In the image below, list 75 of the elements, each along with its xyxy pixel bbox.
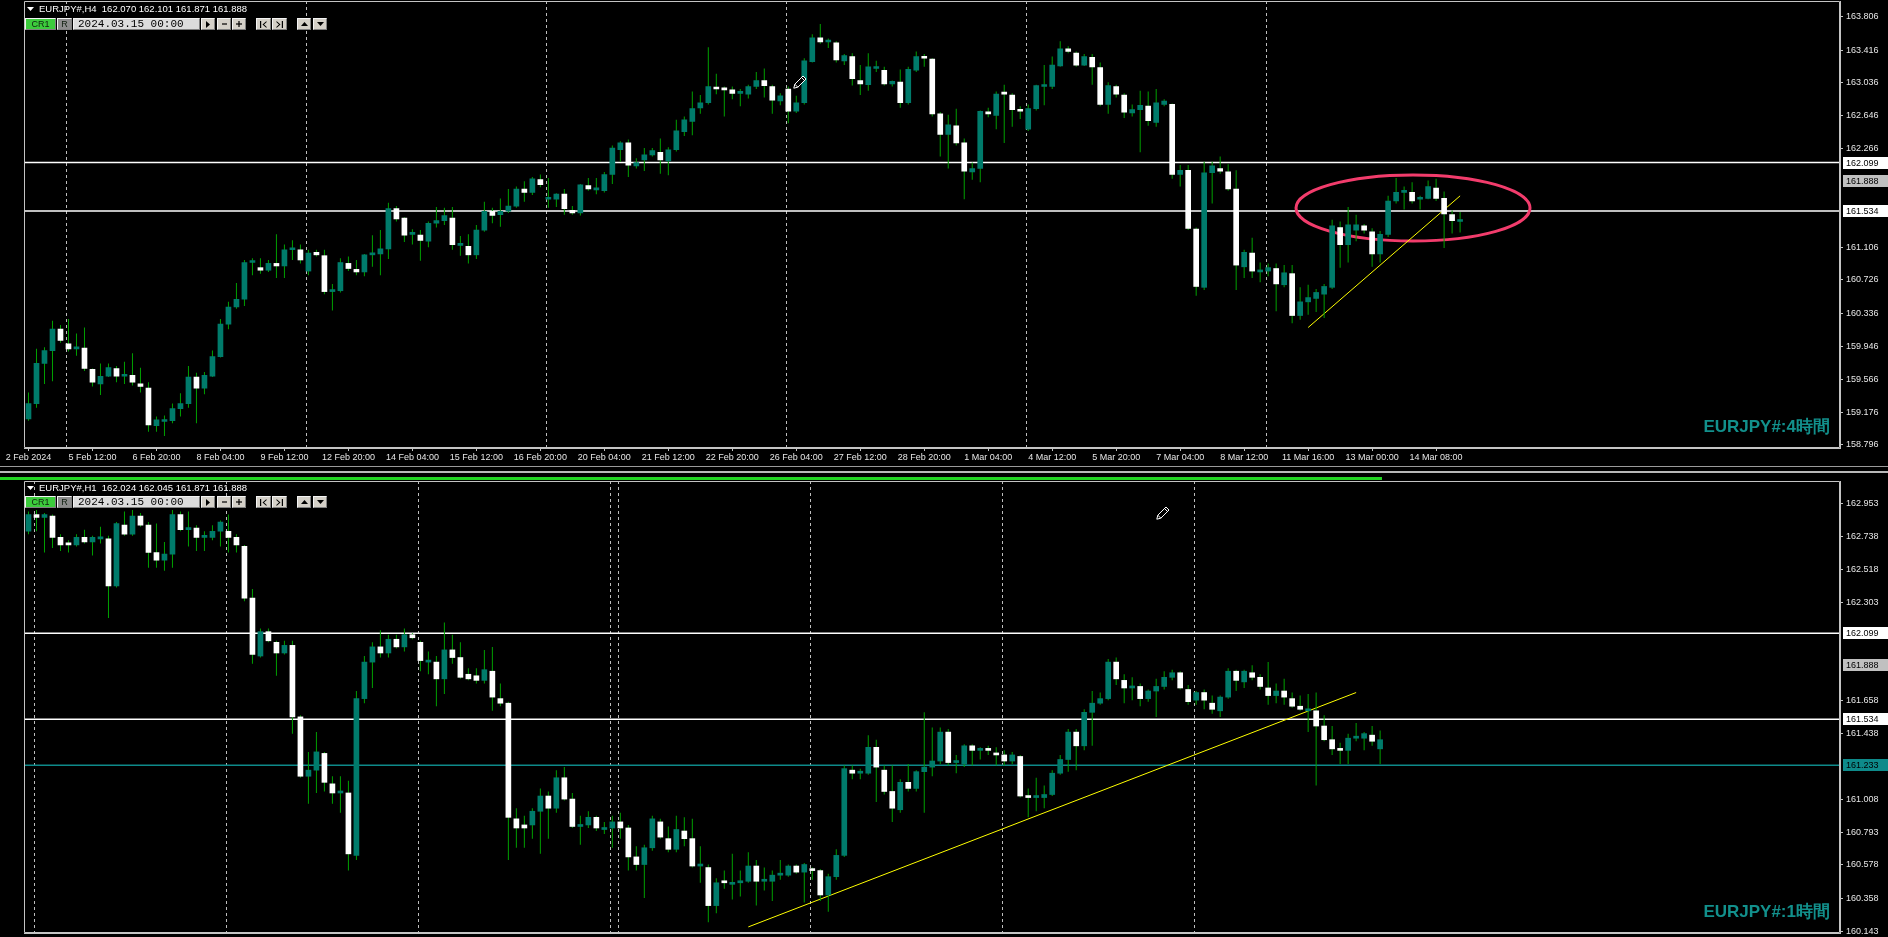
button: CR1 [25, 18, 56, 30]
candlestick [185, 511, 192, 547]
y-tick-label: 159.176 [1846, 406, 1879, 417]
button: R [57, 18, 72, 30]
candlestick [921, 712, 928, 813]
candlestick [1401, 186, 1407, 210]
text: EURJPY#:1時間 [1703, 902, 1830, 921]
y-tick-label: 162.518 [1846, 564, 1879, 575]
x-tick-label: 16 Feb 20:00 [513, 451, 567, 462]
x-tick-label: 2 Feb 2024 [5, 451, 52, 462]
y-tick-label: 161.008 [1846, 793, 1879, 804]
text: EURJPY#:4時間 [1703, 417, 1830, 436]
y-tick-label: 160.358 [1846, 892, 1879, 903]
candlestick [729, 853, 736, 900]
y-tick-label: 160.578 [1846, 859, 1879, 870]
y-tick-label: 162.303 [1846, 596, 1879, 607]
ref-line-label: 161.233 [1846, 759, 1879, 770]
x-tick-label: 5 Mar 20:00 [1092, 451, 1141, 462]
y-tick-label: 162.953 [1846, 497, 1879, 508]
y-tick-label: 158.796 [1846, 439, 1879, 450]
x-tick-label: 22 Feb 20:00 [705, 451, 759, 462]
y-tick-label: 160.336 [1846, 307, 1879, 318]
x-tick-label: 28 Feb 20:00 [897, 451, 951, 462]
candlestick [577, 815, 584, 845]
y-tick-label: 163.036 [1846, 77, 1879, 88]
ref-line-label: 161.534 [1846, 205, 1879, 216]
x-tick-label: 27 Feb 12:00 [833, 451, 887, 462]
ref-line-label: 161.534 [1846, 713, 1879, 724]
x-tick-label: 8 Feb 04:00 [196, 451, 245, 462]
chart-title: EURJPY#,H1 162.024 162.045 161.871 161.888 [39, 482, 248, 493]
x-tick-label: 20 Feb 04:00 [577, 451, 631, 462]
x-tick-label: 9 Feb 12:00 [260, 451, 309, 462]
y-tick-label: 162.738 [1846, 530, 1879, 541]
y-tick-label: 163.806 [1846, 11, 1879, 22]
x-tick-label: 14 Feb 04:00 [385, 451, 439, 462]
y-tick-label: 160.793 [1846, 826, 1879, 837]
text: 161.888 [1843, 659, 1888, 671]
date-field: 2024.03.15 00:00 [73, 496, 200, 508]
x-tick-label: 6 Feb 20:00 [132, 451, 181, 462]
x-tick-label: 21 Feb 12:00 [641, 451, 695, 462]
candlestick [41, 512, 48, 553]
x-tick-label: 15 Feb 12:00 [449, 451, 503, 462]
x-tick-label: 14 Mar 08:00 [1409, 451, 1463, 462]
date-field: 2024.03.15 00:00 [73, 18, 200, 30]
y-tick-label: 163.416 [1846, 44, 1879, 55]
candlestick [1041, 65, 1048, 106]
candlestick [545, 177, 552, 208]
x-tick-label: 13 Mar 00:00 [1345, 451, 1399, 462]
candlestick [1033, 777, 1040, 812]
x-tick-label: 11 Mar 16:00 [1281, 451, 1335, 462]
y-tick-label: 161.106 [1846, 241, 1879, 252]
text: 161.888 [1843, 175, 1888, 187]
y-tick-label: 161.658 [1846, 694, 1879, 705]
y-tick-label: 162.266 [1846, 142, 1879, 153]
candlestick [1305, 694, 1311, 733]
ref-line-label: 162.099 [1846, 157, 1879, 168]
y-tick-label: 159.946 [1846, 341, 1879, 352]
y-tick-label: 162.646 [1846, 110, 1879, 121]
x-tick-label: 12 Feb 20:00 [321, 451, 375, 462]
y-tick-label: 160.143 [1846, 925, 1879, 936]
candlestick [1025, 788, 1032, 818]
chart-title: EURJPY#,H4 162.070 162.101 161.871 161.888 [39, 3, 248, 14]
button: R [57, 496, 72, 508]
x-tick-label: 8 Mar 12:00 [1220, 451, 1269, 462]
y-tick-label: 161.438 [1846, 728, 1879, 739]
x-tick-label: 26 Feb 04:00 [769, 451, 823, 462]
x-tick-label: 7 Mar 04:00 [1156, 451, 1205, 462]
x-tick-label: 1 Mar 04:00 [964, 451, 1013, 462]
button: CR1 [25, 496, 56, 508]
candlestick [1137, 90, 1144, 153]
y-tick-label: 159.566 [1846, 373, 1879, 384]
x-tick-label: 4 Mar 12:00 [1028, 451, 1077, 462]
y-tick-label: 160.726 [1846, 274, 1879, 285]
x-tick-label: 5 Feb 12:00 [68, 451, 117, 462]
ref-line-label: 162.099 [1846, 627, 1879, 638]
